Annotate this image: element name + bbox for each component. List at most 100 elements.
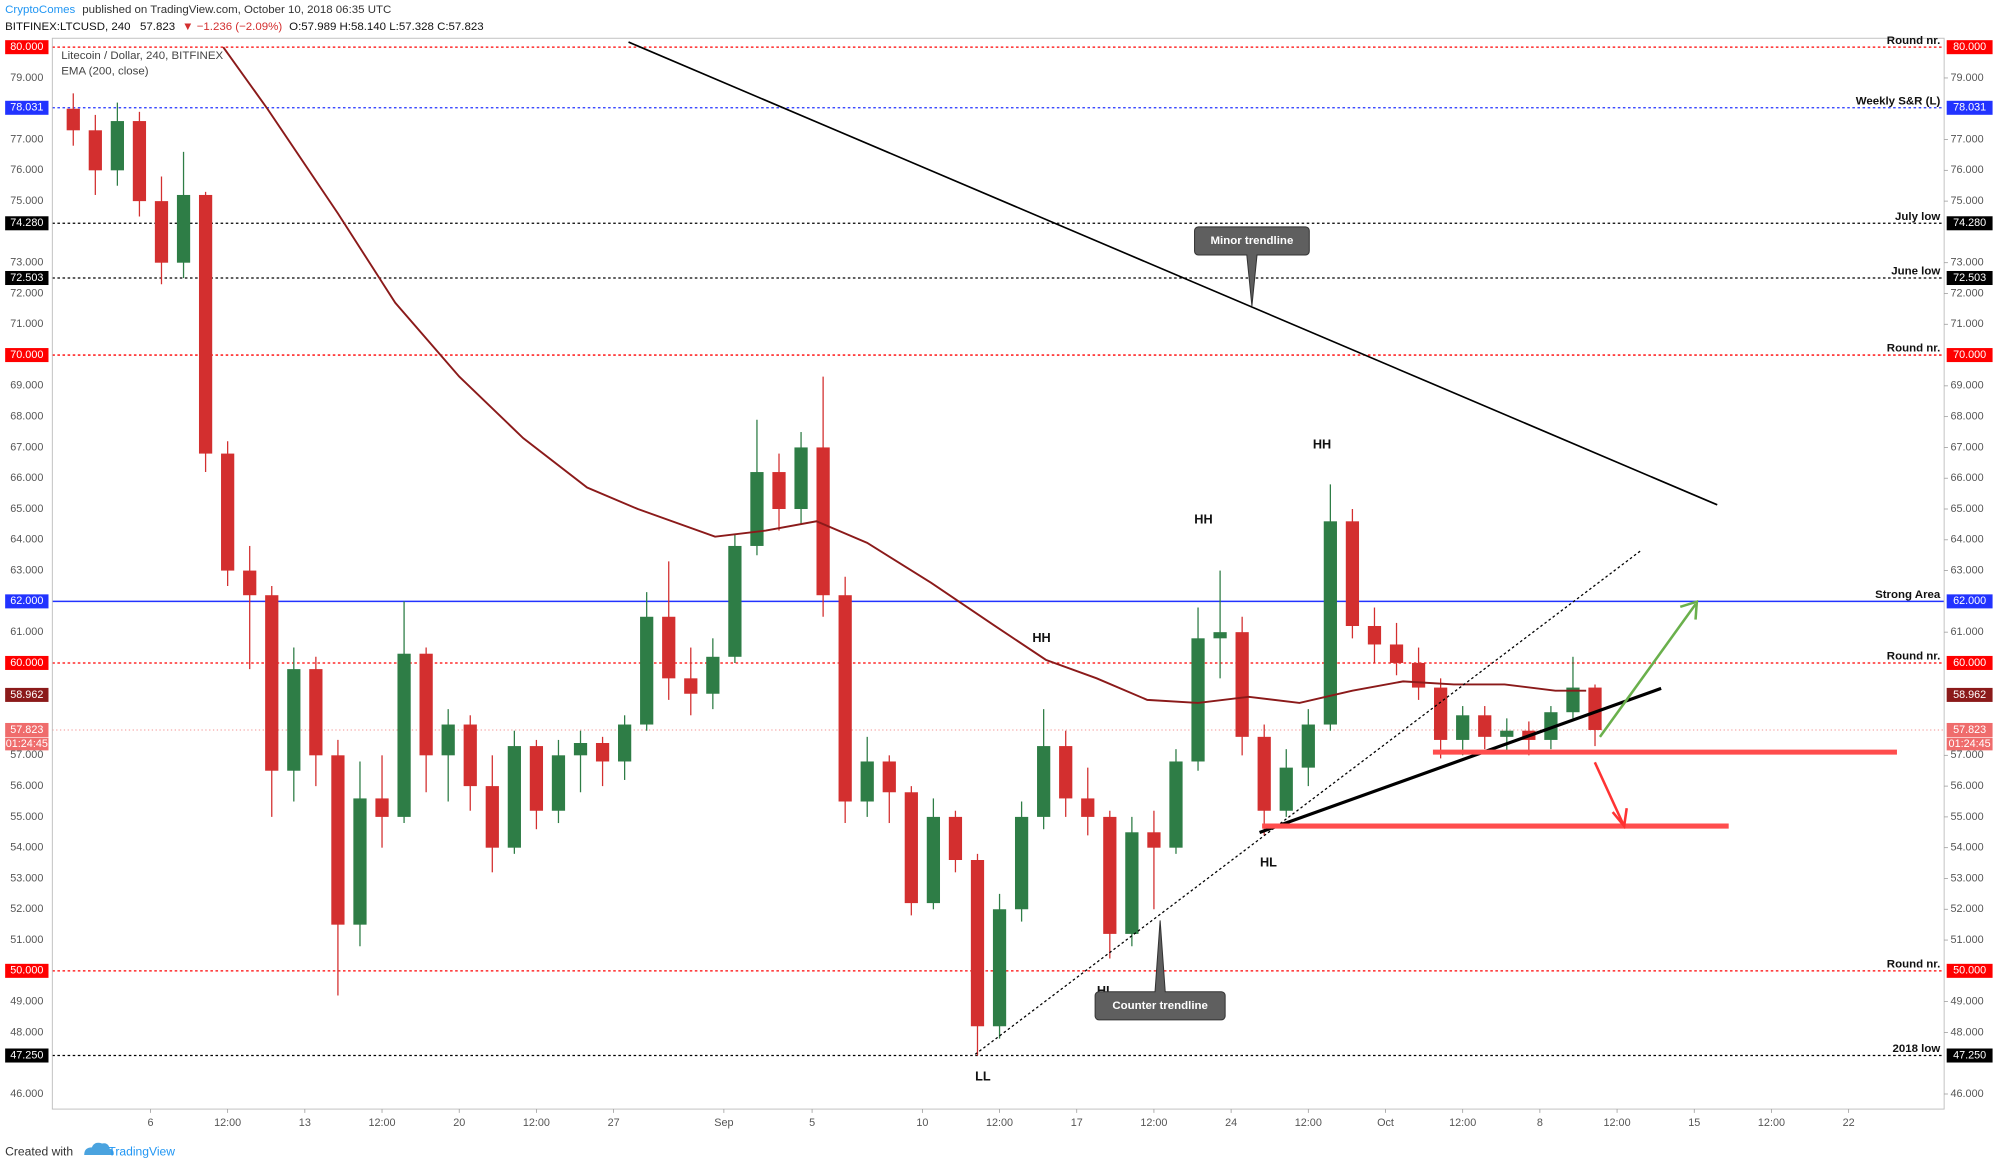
price-badge-label: 58.962	[1953, 689, 1986, 701]
published: published on TradingView.com, October 10…	[82, 4, 391, 16]
price-badge-label: 78.031	[10, 102, 43, 114]
price-badge-label: 80.000	[1953, 41, 1986, 53]
axes: 79.000 79.000 77.000 77.000 76.000 76.000 75.0…	[5, 35, 1993, 1129]
price-badge	[5, 1048, 49, 1063]
price-badge-label: 47.250	[1953, 1049, 1986, 1061]
price-badge-label: 58.962	[10, 689, 43, 701]
y-tick-label: 55.000	[1951, 811, 1984, 823]
candle-body	[860, 761, 874, 802]
price-badge-label: 57.823	[10, 724, 43, 736]
x-tick-label: 6	[147, 1117, 153, 1129]
symbol-line: BITFINEX:LTCUSD, 240 57.823 ▼ −1.236 (−2…	[5, 21, 483, 33]
price-badge	[1946, 722, 1993, 737]
y-tick-label: 56.000	[1951, 780, 1984, 792]
x-tick-label: 12:00	[1604, 1117, 1631, 1129]
y-tick-label: 61.000	[1951, 626, 1984, 638]
plot-area	[52, 46, 1945, 1057]
level-name: June low	[1891, 266, 1940, 278]
price-badge-label: 78.031	[1953, 102, 1986, 114]
x-tick-label: 15	[1688, 1117, 1700, 1129]
author[interactable]: CryptoComes	[5, 4, 75, 16]
candle-body	[132, 121, 147, 202]
candle-body	[662, 616, 676, 679]
candle-body	[485, 786, 499, 848]
timer-label: 01:24:45	[1949, 738, 1991, 750]
y-tick-label: 77.000	[10, 133, 43, 145]
candle-body	[507, 746, 521, 848]
candle-body	[198, 194, 213, 454]
price-badge-label: 50.000	[1953, 965, 1986, 977]
candle-body	[463, 724, 477, 787]
candle-body	[882, 761, 896, 793]
price-badge	[5, 40, 49, 55]
candle-body	[1500, 730, 1514, 737]
y-tick-label: 77.000	[1951, 133, 1984, 145]
price-badge	[5, 722, 49, 737]
y-tick-label: 46.000	[10, 1088, 43, 1100]
y-tick-label: 76.000	[1951, 164, 1984, 176]
candle-body	[1301, 724, 1315, 768]
candle-body	[110, 121, 124, 171]
footer-brand[interactable]: TradingView	[108, 1145, 175, 1159]
annotation: HH	[1032, 630, 1050, 645]
price-badge-label: 60.000	[10, 657, 43, 669]
y-tick-label: 52.000	[10, 903, 43, 915]
price-badge	[5, 270, 49, 286]
candle-body	[706, 656, 720, 694]
candle-body	[221, 453, 235, 571]
y-tick-label: 72.000	[1951, 287, 1984, 299]
counter-trendline	[974, 550, 1642, 1055]
candle-body	[1014, 816, 1029, 910]
y-tick-label: 46.000	[1951, 1088, 1984, 1100]
y-tick-label: 69.000	[10, 380, 43, 392]
minor-trendline	[628, 41, 1718, 506]
y-tick-label: 56.000	[10, 780, 43, 792]
y-tick-label: 76.000	[10, 164, 43, 176]
bull-arrow-head	[1679, 599, 1699, 620]
x-tick-label: 13	[299, 1117, 311, 1129]
price-badge	[1946, 594, 1993, 609]
y-tick-label: 61.000	[10, 626, 43, 638]
x-tick-label: 27	[608, 1117, 620, 1129]
ohlc: O:57.989 H:58.140 L:57.328 C:57.823	[289, 21, 483, 33]
brand-logo[interactable]	[84, 1142, 114, 1155]
y-tick-label: 48.000	[10, 1026, 43, 1038]
price-badge	[1946, 348, 1993, 363]
level-name: Round nr.	[1887, 651, 1941, 663]
candle-body	[1411, 662, 1426, 688]
y-tick-label: 68.000	[10, 410, 43, 422]
bear-arrow-head	[1611, 808, 1628, 830]
level-name: Weekly S&R (L)	[1856, 95, 1941, 107]
candle-body	[551, 755, 566, 811]
candle-body	[772, 472, 786, 510]
candle-body	[1147, 832, 1161, 848]
price-badge	[1946, 216, 1993, 231]
y-tick-label: 79.000	[10, 72, 43, 84]
candle-body	[618, 724, 632, 762]
y-tick-label: 54.000	[10, 842, 43, 854]
price-badge	[1946, 655, 1993, 670]
x-tick-label: Sep	[714, 1117, 733, 1129]
y-tick-label: 71.000	[1951, 318, 1984, 330]
x-tick-label: 17	[1071, 1117, 1083, 1129]
y-tick-label: 64.000	[1951, 534, 1984, 546]
annotation: LL	[975, 1069, 991, 1084]
y-tick-label: 49.000	[1951, 995, 1984, 1007]
candle-body	[1367, 626, 1382, 645]
y-tick-label: 67.000	[10, 441, 43, 453]
candle-body	[1213, 632, 1227, 639]
candle-body	[1235, 632, 1249, 737]
candle-body	[154, 201, 169, 263]
y-tick-label: 63.000	[10, 564, 43, 576]
y-tick-label: 48.000	[1951, 1026, 1984, 1038]
change: ▼ −1.236 (−2.09%)	[182, 21, 282, 33]
candle-body	[1191, 638, 1205, 762]
y-tick-label: 49.000	[10, 995, 43, 1007]
x-tick-label: 8	[1537, 1117, 1543, 1129]
y-tick-label: 75.000	[10, 195, 43, 207]
y-tick-label: 53.000	[1951, 872, 1984, 884]
candle-body	[728, 545, 742, 657]
header-line: CryptoComes published on TradingView.com…	[5, 4, 391, 16]
callout-text: Minor trendline	[1210, 235, 1293, 247]
